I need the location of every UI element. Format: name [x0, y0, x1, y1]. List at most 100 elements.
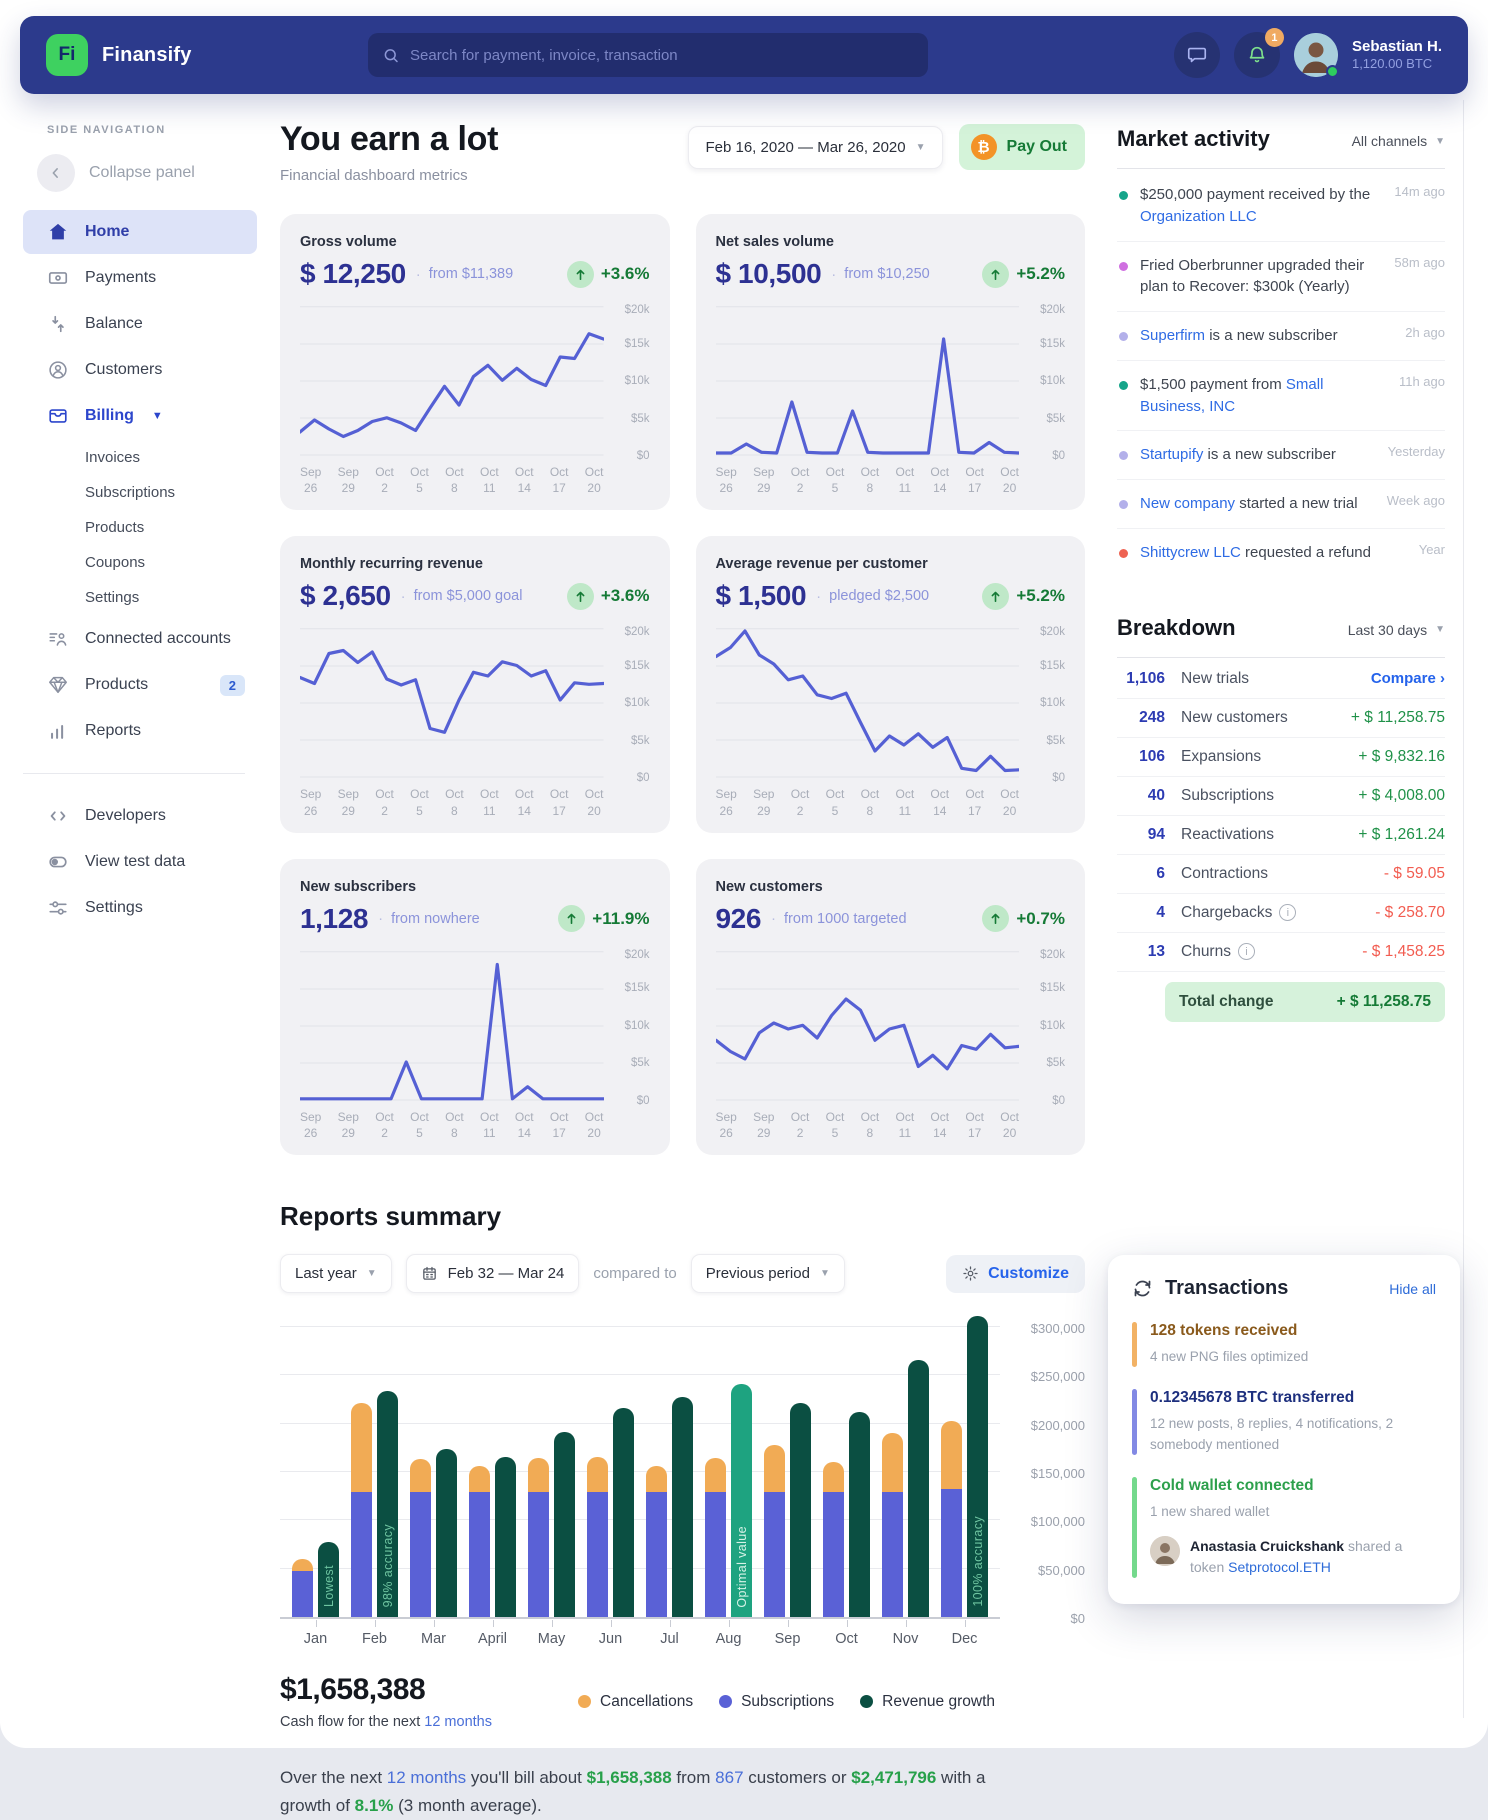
- x-tick-label: Oct 14: [930, 787, 950, 818]
- pay-out-button[interactable]: ₿ Pay Out: [958, 124, 1085, 170]
- sidebar-item-reports[interactable]: Reports: [23, 709, 257, 753]
- text-segment: started a new trial: [1235, 495, 1358, 512]
- sidebar-subitem-coupons[interactable]: Coupons: [85, 554, 146, 571]
- transaction-item: 0.12345678 BTC transferred 12 new posts, …: [1132, 1389, 1436, 1455]
- forecast-text: Over the next 12 months you'll bill abou…: [280, 1764, 1000, 1820]
- bar-y-tick-label: $50,000: [1038, 1562, 1085, 1578]
- bar-chart-plot: Lowest Jan 98% accuracy Feb Mar April May Jun Ju…: [280, 1315, 1000, 1647]
- chat-button[interactable]: [1173, 32, 1220, 78]
- x-tick-label: Oct 11: [895, 787, 915, 818]
- bar-chart-gridline: [280, 1471, 1000, 1473]
- sidebar-item-home[interactable]: Home: [23, 210, 257, 254]
- sidebar-item-balance[interactable]: Balance: [23, 302, 257, 346]
- user-avatar[interactable]: [1293, 33, 1339, 78]
- sidebar-item-developers[interactable]: Developers: [23, 794, 257, 838]
- shared-token-text: Anastasia Cruickshank shared a token Set…: [1190, 1536, 1436, 1578]
- x-tick-label: Oct 2: [790, 465, 810, 496]
- sidebar-subitem-products[interactable]: Products: [85, 519, 145, 536]
- search-bar[interactable]: [368, 33, 928, 77]
- info-icon[interactable]: i: [1279, 904, 1297, 921]
- x-tick-label: Oct 2: [375, 1109, 394, 1140]
- sidebar-item-products[interactable]: Products 2: [23, 663, 257, 707]
- stacked-bar: [764, 1445, 785, 1618]
- market-activity-list: $250,000 payment received by the Organiz…: [1117, 171, 1445, 577]
- metric-card-delta-value: +3.6%: [600, 586, 650, 606]
- chevron-left-icon: [37, 154, 75, 192]
- search-input[interactable]: [410, 46, 914, 64]
- breakdown-row: 40 Subscriptions + $ 4,008.00: [1117, 777, 1445, 816]
- metric-card-delta: +3.6%: [566, 582, 650, 610]
- activity-text: Superfirm is a new subscriber: [1140, 325, 1393, 347]
- sidebar-item-billing[interactable]: Billing ▼: [23, 394, 257, 438]
- inline-link[interactable]: New company: [1140, 495, 1236, 512]
- total-change-label: Total change: [1179, 992, 1274, 1010]
- metric-card-note: from nowhere: [391, 910, 480, 927]
- bar-chart-gridline: [280, 1374, 1000, 1376]
- sidebar-item-settings[interactable]: Settings: [23, 886, 257, 930]
- activity-timestamp: 2h ago: [1405, 325, 1445, 340]
- transactions-list: 128 tokens received 4 new PNG files optim…: [1132, 1322, 1436, 1578]
- sidebar-subitem-invoices[interactable]: Invoices: [85, 449, 141, 466]
- revenue-growth-bar: [436, 1448, 457, 1618]
- sidebar-item-payments[interactable]: Payments: [23, 256, 257, 300]
- metric-line-chart: $20k $15k $10k $5k $0: [716, 626, 1065, 784]
- sidebar-subitem-settings[interactable]: Settings: [85, 589, 140, 606]
- x-tick-label: Oct 20: [1000, 1109, 1019, 1140]
- metric-card-delta-value: +11.9%: [592, 908, 650, 928]
- bar-group-oct: Oct: [823, 1412, 870, 1647]
- inline-link[interactable]: Shittycrew LLC: [1140, 543, 1241, 561]
- x-tick-label: Oct 14: [514, 465, 534, 496]
- breakdown-label: New trials: [1181, 669, 1250, 687]
- sidebar-item-label: Home: [85, 223, 130, 240]
- arrow-up-icon: [982, 905, 1010, 933]
- breakdown-value: - $ 258.70: [1375, 903, 1445, 921]
- sidebar-item-label: Billing: [85, 407, 134, 424]
- customers-icon: [47, 359, 69, 381]
- hide-all-link[interactable]: Hide all: [1389, 1280, 1436, 1297]
- shared-token-row: Anastasia Cruickshank shared a token Set…: [1150, 1536, 1436, 1578]
- all-channels-select[interactable]: All channels ▼: [1352, 133, 1445, 149]
- line-chart-y-labels: $20k $15k $10k $5k $0: [604, 626, 650, 784]
- info-icon[interactable]: i: [1237, 943, 1255, 960]
- balance-icon: [47, 313, 69, 335]
- date-range-picker[interactable]: Feb 16, 2020 — Mar 26, 2020 ▼: [688, 125, 943, 169]
- sidebar-subitem-subscriptions[interactable]: Subscriptions: [85, 484, 176, 501]
- y-tick-label: $10k: [1040, 697, 1065, 710]
- notifications-button[interactable]: 1: [1233, 28, 1284, 78]
- activity-timestamp: Week ago: [1386, 493, 1445, 508]
- bar-chart-gridline: [280, 1422, 1000, 1424]
- last-30-days-select[interactable]: Last 30 days ▼: [1348, 622, 1445, 638]
- axis-tick: [610, 1620, 612, 1628]
- metric-card-title: New customers: [715, 878, 823, 895]
- transaction-body: 0.12345678 BTC transferred 12 new posts, …: [1150, 1389, 1436, 1455]
- month-label: Jul: [660, 1631, 679, 1648]
- period-select[interactable]: Last year ▼: [280, 1254, 392, 1294]
- customize-button[interactable]: Customize: [946, 1254, 1085, 1293]
- compare-link[interactable]: Compare ›: [1370, 670, 1445, 687]
- compare-with-select[interactable]: Previous period ▼: [690, 1254, 845, 1294]
- sidebar-item-label: Connected accounts: [85, 630, 231, 647]
- breakdown-row: 106 Expansions + $ 9,832.16: [1117, 738, 1445, 777]
- y-tick-label: $10k: [1040, 1019, 1065, 1032]
- revenue-growth-bar: 98% accuracy: [377, 1390, 398, 1618]
- y-tick-label: $5k: [630, 412, 650, 425]
- sidebar-item-customers[interactable]: Customers: [23, 348, 257, 392]
- month-label: Nov: [892, 1631, 919, 1648]
- month-label: Sep: [774, 1631, 801, 1648]
- inline-link[interactable]: Organization LLC: [1140, 207, 1257, 225]
- bar-group-sep: Sep: [764, 1402, 811, 1647]
- report-date-range[interactable]: Feb 32 — Mar 24: [405, 1254, 580, 1294]
- text-segment: requested a refund: [1240, 543, 1371, 561]
- brand[interactable]: Fi Finansify: [46, 34, 346, 76]
- inline-link[interactable]: Startupify: [1140, 446, 1204, 464]
- inline-link[interactable]: Setprotocol.ETH: [1228, 1559, 1331, 1575]
- sidebar-item-view-test-data[interactable]: View test data: [23, 840, 257, 884]
- breakdown-value: - $ 59.05: [1383, 864, 1445, 882]
- cancellations-bar-segment: [764, 1445, 785, 1493]
- sidebar-item-connected-accounts[interactable]: Connected accounts: [23, 617, 257, 661]
- brand-logo: Fi: [46, 34, 88, 76]
- arrow-up-icon: [982, 260, 1010, 288]
- inline-link[interactable]: Superfirm: [1140, 327, 1206, 344]
- inline-link[interactable]: Small Business, INC: [1140, 375, 1324, 415]
- collapse-panel-button[interactable]: Collapse panel: [23, 136, 257, 208]
